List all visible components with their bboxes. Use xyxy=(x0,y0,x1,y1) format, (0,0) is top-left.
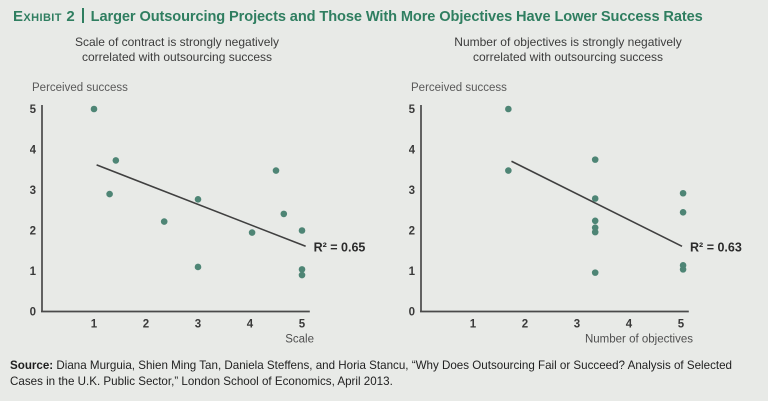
exhibit-label: Exhibit 2 xyxy=(13,8,76,25)
exhibit-header: Exhibit 2 Larger Outsourcing Projects and… xyxy=(0,0,768,26)
x-tick-label: 5 xyxy=(678,319,685,331)
y-tick-label: 5 xyxy=(409,104,416,116)
y-tick-label: 3 xyxy=(409,185,415,197)
data-point xyxy=(298,271,306,279)
data-point xyxy=(194,196,202,203)
x-tick-label: 1 xyxy=(470,319,477,331)
source-note: Source: Diana Murguia, Shien Ming Tan, D… xyxy=(10,358,758,389)
y-axis-label-left: Perceived success xyxy=(32,82,128,94)
x-tick-label: 2 xyxy=(143,319,149,331)
y-tick-label: 4 xyxy=(30,145,37,157)
data-point xyxy=(591,269,599,276)
data-point xyxy=(591,228,599,236)
scatter-chart-scale: 0 1 2 3 4 5 1 2 3 4 5 R² = 0.65 Scale xyxy=(30,104,366,346)
trendline xyxy=(96,164,306,248)
chart-panel-scale: Scale of contract is strongly negatively… xyxy=(0,35,384,349)
scatter-chart-objectives: 0 1 2 3 4 5 1 2 3 4 5 R² = 0.63 Number of objectives xyxy=(409,104,742,346)
data-point xyxy=(591,217,599,225)
y-tick-label: 2 xyxy=(30,226,36,238)
trendline xyxy=(511,160,683,248)
y-tick-label: 0 xyxy=(409,307,415,319)
y-tick-label: 1 xyxy=(409,266,416,278)
data-point xyxy=(106,190,113,198)
data-point xyxy=(591,195,599,202)
source-label: Source: xyxy=(10,359,54,372)
data-point xyxy=(280,210,288,218)
data-point xyxy=(679,266,687,273)
data-point xyxy=(160,218,168,225)
data-point xyxy=(679,208,687,216)
data-point xyxy=(505,167,512,174)
source-text: Diana Murguia, Shien Ming Tan, Daniela S… xyxy=(10,359,732,388)
x-tick-label: 3 xyxy=(574,319,580,331)
data-point xyxy=(90,105,98,113)
y-tick-label: 0 xyxy=(30,307,36,319)
data-point xyxy=(298,227,306,234)
subtitle-line-2: correlated with outsourcing success xyxy=(472,50,664,64)
data-point xyxy=(298,266,306,273)
x-tick-label: 4 xyxy=(626,319,633,331)
y-tick-label: 3 xyxy=(30,185,36,197)
x-tick-label: 5 xyxy=(299,319,306,331)
y-tick-label: 5 xyxy=(30,104,37,116)
data-point xyxy=(194,263,202,271)
chart-subtitle-scale: Scale of contract is strongly negatively… xyxy=(0,35,384,65)
chart-panel-objectives: Number of objectives is strongly negativ… xyxy=(384,35,768,349)
subtitle-line-2: correlated with outsourcing success xyxy=(81,50,273,64)
subtitle-line-1: Number of objectives is strongly negativ… xyxy=(454,35,682,49)
x-tick-label: 3 xyxy=(195,319,201,331)
data-point xyxy=(505,105,512,113)
subtitle-line-1: Scale of contract is strongly negatively xyxy=(74,35,280,49)
page-title: Larger Outsourcing Projects and Those Wi… xyxy=(90,9,703,25)
data-point xyxy=(591,156,599,163)
x-tick-label: 4 xyxy=(247,319,254,331)
y-axis-label-right: Perceived success xyxy=(411,82,507,94)
title-divider xyxy=(82,8,84,23)
r-squared-label: R² = 0.63 xyxy=(690,240,742,254)
y-tick-label: 2 xyxy=(409,226,415,238)
data-point xyxy=(112,157,120,164)
data-point xyxy=(272,167,280,174)
data-point xyxy=(679,189,687,197)
y-tick-label: 4 xyxy=(409,145,416,157)
x-axis-title: Scale xyxy=(285,334,314,346)
r-squared-label: R² = 0.65 xyxy=(314,240,366,254)
y-tick-label: 1 xyxy=(30,266,37,278)
x-axis-title: Number of objectives xyxy=(585,334,693,346)
data-point xyxy=(248,229,256,236)
x-tick-label: 1 xyxy=(91,319,98,331)
x-tick-label: 2 xyxy=(522,319,528,331)
charts-row: Scale of contract is strongly negatively… xyxy=(0,35,768,349)
chart-subtitle-objectives: Number of objectives is strongly negativ… xyxy=(384,35,768,65)
